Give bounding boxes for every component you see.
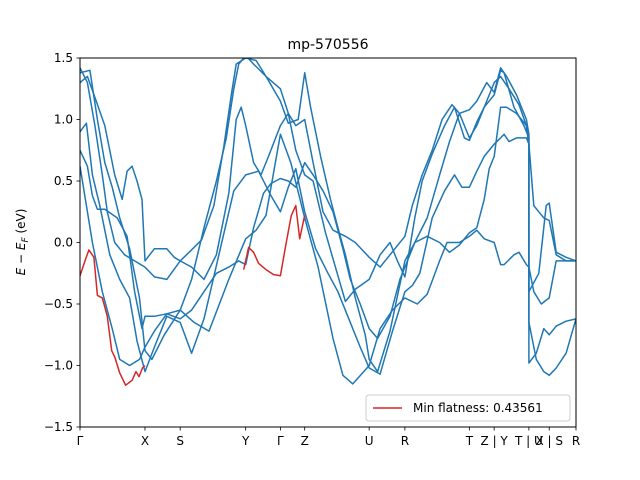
- x-tick-label: U: [365, 434, 374, 448]
- x-tick-label: S: [176, 434, 184, 448]
- y-axis-ticks: −1.5 −1.0 −0.5 0.0 0.5 1.0 1.5: [44, 51, 80, 434]
- chart-title: mp-570556: [287, 37, 368, 53]
- x-tick-label: Γ: [77, 434, 84, 448]
- x-tick-label: T: [465, 434, 474, 448]
- x-tick-label: X: [141, 434, 149, 448]
- band-line-5: [80, 106, 530, 340]
- band-line-0: [80, 133, 576, 385]
- x-tick-label: T | U: [514, 434, 543, 448]
- y-tick-label: −0.5: [44, 297, 73, 311]
- x-tick-label: Y: [241, 434, 250, 448]
- x-axis-ticks: Γ X S Y Γ Z U R T Z | Y T | UX | S R: [77, 427, 580, 448]
- legend-box: [365, 394, 571, 422]
- band-lines: [80, 58, 576, 386]
- x-tick-label: Z | Y: [481, 434, 509, 448]
- flat-band-line-1: [242, 204, 306, 277]
- x-tick-label: R: [401, 434, 409, 448]
- x-tick-label: Z: [301, 434, 309, 448]
- y-tick-label: −1.0: [44, 359, 73, 373]
- band-line-4: [80, 58, 576, 293]
- y-tick-label: 0.5: [54, 174, 73, 188]
- legend-entry-text: Min flatness: 0.43561: [413, 401, 543, 415]
- y-tick-label: −1.5: [44, 420, 73, 434]
- y-axis-label-unit: (eV): [14, 209, 28, 238]
- x-tick-label: R: [572, 434, 580, 448]
- flat-band-line-0: [80, 249, 146, 386]
- band-line-1: [80, 122, 576, 375]
- y-tick-label: 1.0: [54, 113, 73, 127]
- y-axis-label-subscript: F: [21, 237, 31, 243]
- y-tick-label: 1.5: [54, 51, 73, 65]
- y-tick-label: 0.0: [54, 236, 73, 250]
- x-tick-label: Γ: [277, 434, 284, 448]
- y-axis-label-main: E − E: [14, 242, 28, 275]
- y-axis-label: E − EF (eV): [14, 209, 31, 276]
- legend: Min flatness: 0.43561: [365, 394, 571, 422]
- x-tick-label: X | S: [535, 434, 563, 448]
